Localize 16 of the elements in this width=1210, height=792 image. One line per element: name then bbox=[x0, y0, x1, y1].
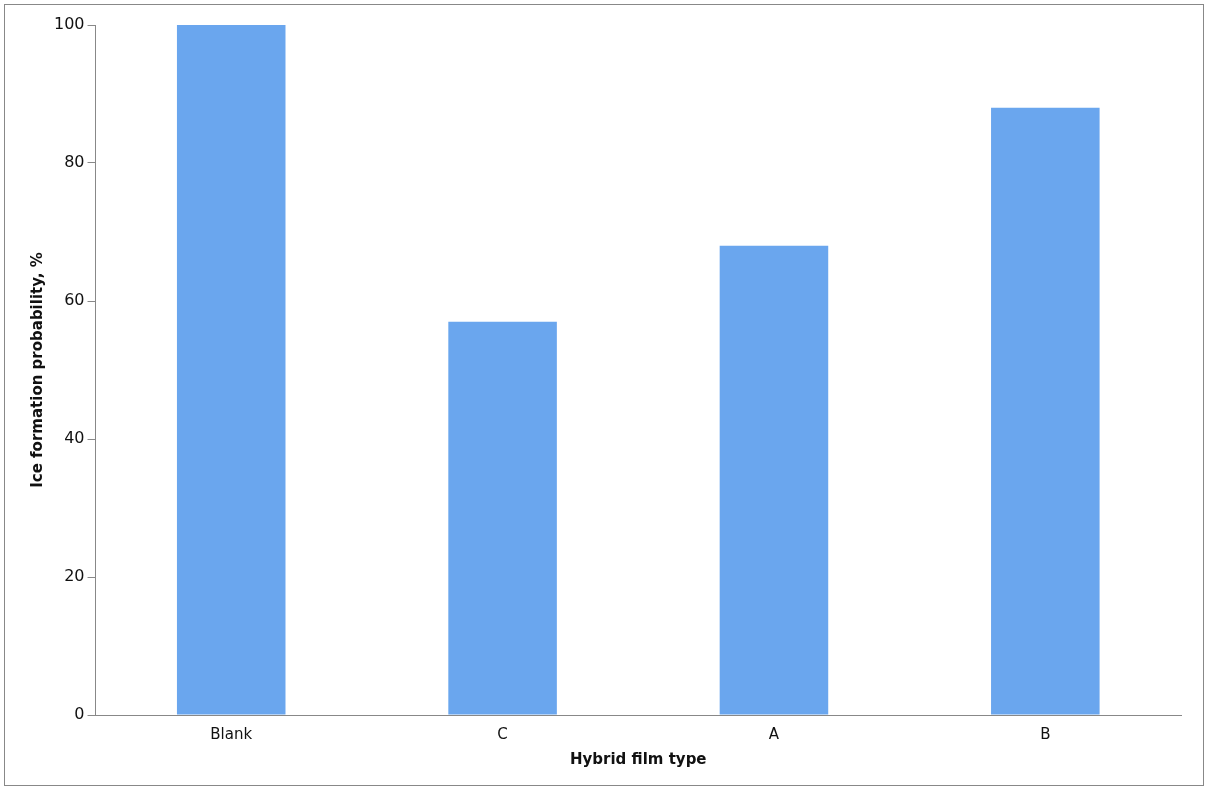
y-tick-label: 40 bbox=[64, 428, 85, 448]
bar bbox=[448, 321, 557, 715]
bar bbox=[176, 25, 286, 715]
y-tick-label: 100 bbox=[53, 14, 85, 34]
y-tick-label: 60 bbox=[64, 290, 85, 310]
x-tick-label: C bbox=[497, 724, 508, 743]
y-axis-title: Ice formation probability, % bbox=[27, 252, 46, 488]
y-tick-label: 0 bbox=[74, 704, 85, 724]
x-tick-label: B bbox=[1040, 724, 1051, 743]
y-tick-label: 80 bbox=[64, 152, 85, 172]
y-tick-label: 20 bbox=[64, 566, 85, 586]
bar bbox=[991, 107, 1100, 715]
x-axis-title: Hybrid film type bbox=[570, 749, 707, 768]
bar bbox=[719, 245, 829, 715]
x-tick-label: A bbox=[768, 724, 780, 743]
x-tick-label: Blank bbox=[210, 724, 253, 743]
